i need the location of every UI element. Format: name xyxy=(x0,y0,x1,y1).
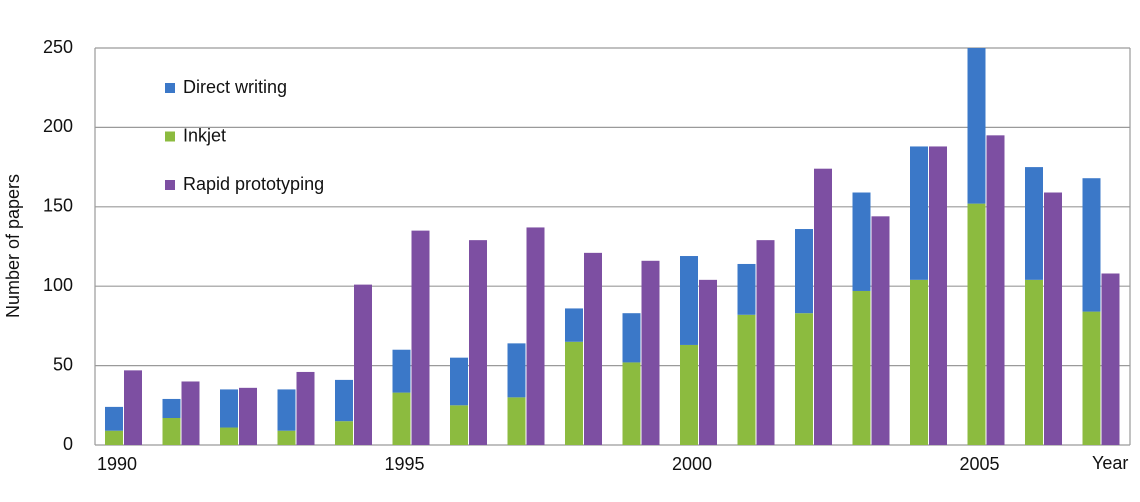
bar xyxy=(507,397,526,445)
y-axis-title: Number of papers xyxy=(3,174,23,318)
bar xyxy=(871,216,890,445)
bar xyxy=(1082,178,1101,312)
legend-label: Rapid prototyping xyxy=(183,174,324,194)
bar xyxy=(967,48,986,204)
y-tick-label: 250 xyxy=(43,37,73,57)
bar xyxy=(296,371,315,445)
bar xyxy=(220,389,238,428)
y-tick-label: 150 xyxy=(43,196,73,216)
legend-label: Direct writing xyxy=(183,77,287,97)
bar xyxy=(641,260,660,445)
bar xyxy=(392,349,411,393)
y-tick-label: 200 xyxy=(43,116,73,136)
bar xyxy=(699,279,717,445)
bar xyxy=(795,229,813,314)
bar xyxy=(1101,273,1120,445)
bar xyxy=(622,313,641,363)
bar xyxy=(929,146,947,445)
bar xyxy=(1025,279,1043,445)
bar xyxy=(737,314,756,445)
x-tick-label: 2000 xyxy=(672,454,712,474)
bar xyxy=(680,344,698,445)
bar xyxy=(967,203,986,445)
legend-label: Inkjet xyxy=(183,125,226,145)
bar xyxy=(354,284,372,445)
bar xyxy=(795,313,813,445)
bar xyxy=(622,362,641,445)
bar xyxy=(910,146,928,280)
bar xyxy=(335,379,353,422)
bar xyxy=(335,421,353,445)
bar xyxy=(756,240,775,445)
bar xyxy=(277,430,296,445)
bar xyxy=(469,240,487,445)
bar xyxy=(814,168,832,446)
bar xyxy=(565,308,583,342)
x-tick-label: 1995 xyxy=(384,454,424,474)
bar xyxy=(680,256,698,345)
bar xyxy=(162,418,181,445)
bar xyxy=(852,290,871,445)
bar xyxy=(507,343,526,398)
bar xyxy=(852,192,871,291)
legend-swatch xyxy=(165,83,175,93)
bar xyxy=(526,227,545,445)
x-axis-title: Year xyxy=(1092,453,1128,473)
bar xyxy=(220,427,238,445)
x-tick-label: 2005 xyxy=(959,454,999,474)
y-tick-label: 0 xyxy=(63,434,73,454)
bar xyxy=(239,387,257,445)
bar xyxy=(162,398,181,419)
bar xyxy=(1044,192,1062,445)
y-tick-label: 50 xyxy=(53,354,73,374)
bar xyxy=(1082,311,1101,445)
bar xyxy=(411,230,430,445)
legend-swatch xyxy=(165,180,175,190)
bar xyxy=(450,405,468,445)
y-tick-label: 100 xyxy=(43,275,73,295)
bar xyxy=(1025,167,1043,280)
bar xyxy=(105,406,123,431)
bar xyxy=(584,252,602,445)
bar xyxy=(105,430,123,445)
bar xyxy=(450,357,468,406)
bar xyxy=(986,135,1005,445)
bar xyxy=(392,392,411,445)
bar xyxy=(565,341,583,445)
bar xyxy=(181,381,200,445)
bar xyxy=(910,279,928,445)
bar xyxy=(124,370,142,445)
bar xyxy=(737,263,756,315)
x-tick-label: 1990 xyxy=(97,454,137,474)
bar xyxy=(277,389,296,431)
legend-swatch xyxy=(165,131,175,142)
